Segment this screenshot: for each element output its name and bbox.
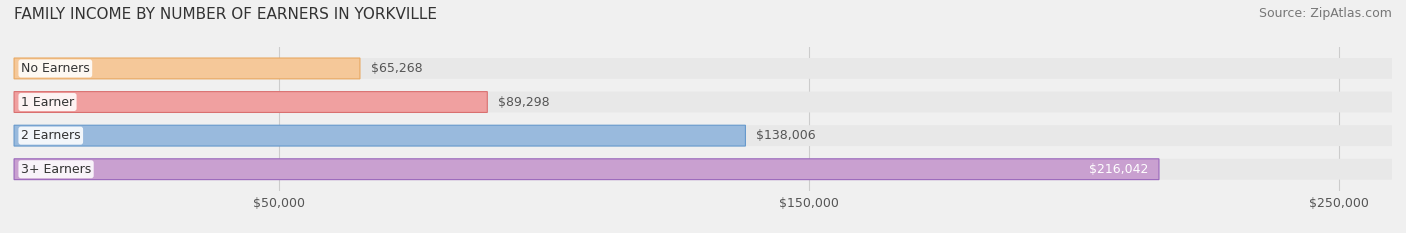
Text: $65,268: $65,268 [371, 62, 423, 75]
FancyBboxPatch shape [14, 125, 1392, 146]
Text: $89,298: $89,298 [498, 96, 550, 109]
Text: 2 Earners: 2 Earners [21, 129, 80, 142]
Text: Source: ZipAtlas.com: Source: ZipAtlas.com [1258, 7, 1392, 20]
Text: No Earners: No Earners [21, 62, 90, 75]
Text: FAMILY INCOME BY NUMBER OF EARNERS IN YORKVILLE: FAMILY INCOME BY NUMBER OF EARNERS IN YO… [14, 7, 437, 22]
Text: $138,006: $138,006 [756, 129, 815, 142]
Text: $216,042: $216,042 [1088, 163, 1147, 176]
FancyBboxPatch shape [14, 92, 488, 113]
FancyBboxPatch shape [14, 159, 1159, 180]
FancyBboxPatch shape [14, 58, 1392, 79]
FancyBboxPatch shape [14, 159, 1392, 180]
FancyBboxPatch shape [14, 125, 745, 146]
Text: 1 Earner: 1 Earner [21, 96, 75, 109]
FancyBboxPatch shape [14, 92, 1392, 113]
Text: 3+ Earners: 3+ Earners [21, 163, 91, 176]
FancyBboxPatch shape [14, 58, 360, 79]
